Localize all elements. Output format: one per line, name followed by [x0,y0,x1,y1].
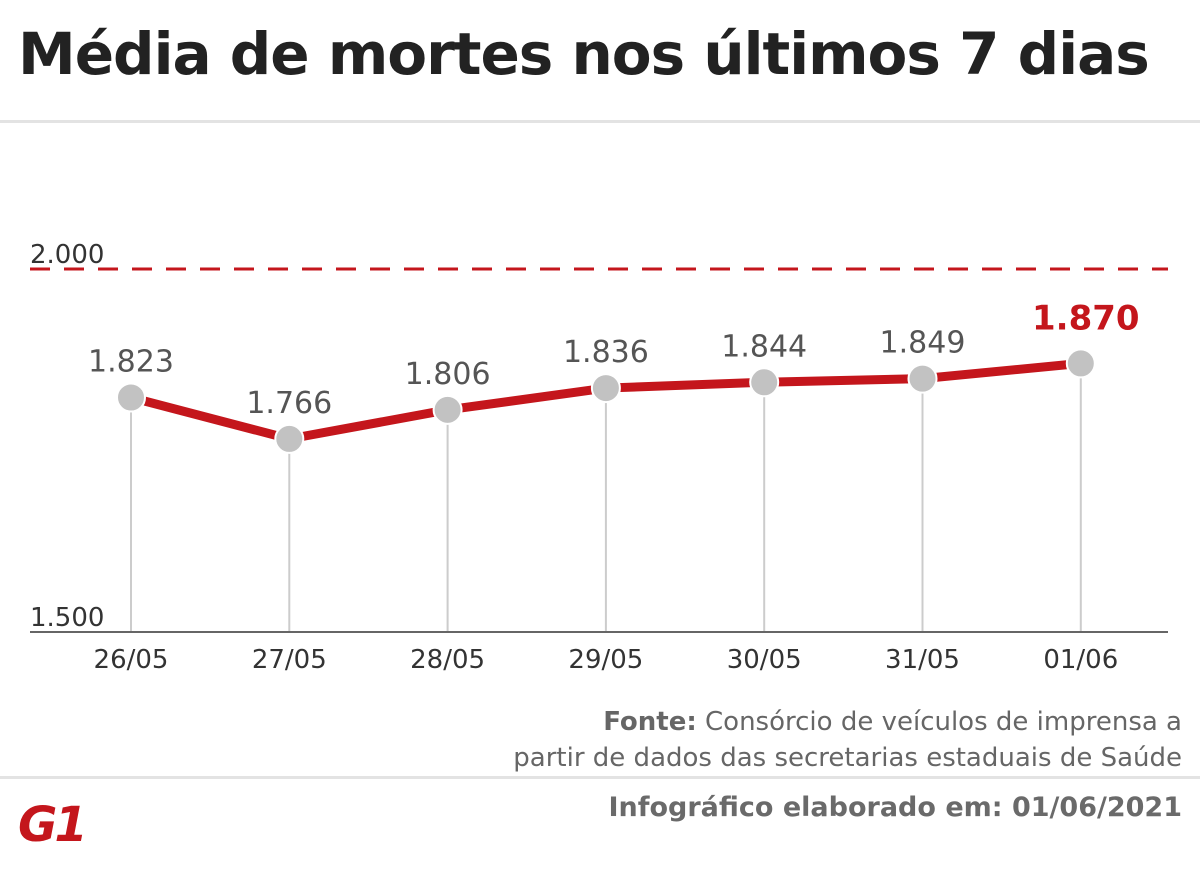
x-tick-label-5: 31/05 [885,645,960,675]
data-point-3 [590,373,621,404]
data-point-5 [907,363,938,394]
source-label: Fonte: [603,707,697,737]
x-tick-label-4: 30/05 [727,645,802,675]
x-tick-label-1: 27/05 [252,645,327,675]
page-title: Média de mortes nos últimos 7 dias [18,20,1150,88]
data-label-2: 1.806 [405,357,491,392]
x-tick-label-2: 28/05 [410,645,485,675]
logo-text: G1 [18,798,85,846]
footer-divider [0,776,1200,779]
data-point-1 [274,423,305,454]
source-line-1: Fonte: Consórcio de veículos de imprensa… [382,704,1182,740]
data-point-0 [116,382,146,413]
data-label-6: 1.870 [1032,298,1140,338]
source-text-2: partir de dados das secretarias estaduai… [513,743,1182,773]
g1-logo: G1 [18,798,88,846]
data-label-3: 1.836 [563,335,649,370]
source-text-1: Consórcio de veículos de imprensa a [705,707,1182,737]
y-tick-label-1: 2.000 [30,240,104,270]
data-point-4 [749,367,780,398]
x-tick-label-3: 29/05 [568,645,643,675]
data-label-1: 1.766 [246,386,332,421]
data-label-0: 1.823 [88,345,174,380]
data-point-6 [1065,348,1096,379]
x-tick-label-0: 26/05 [94,645,169,675]
title-divider [0,120,1200,123]
x-tick-label-6: 01/06 [1043,645,1118,675]
data-point-2 [432,394,463,425]
data-label-4: 1.844 [721,329,807,364]
y-tick-label-0: 1.500 [30,603,104,633]
source-note: Fonte: Consórcio de veículos de imprensa… [382,704,1182,776]
line-chart: 1.500 2.000 1.823 1.766 1.806 1.836 1.844 1.849… [30,240,1168,675]
data-label-5: 1.849 [880,326,966,361]
infographic-date: Infográfico elaborado em: 01/06/2021 [608,792,1182,823]
